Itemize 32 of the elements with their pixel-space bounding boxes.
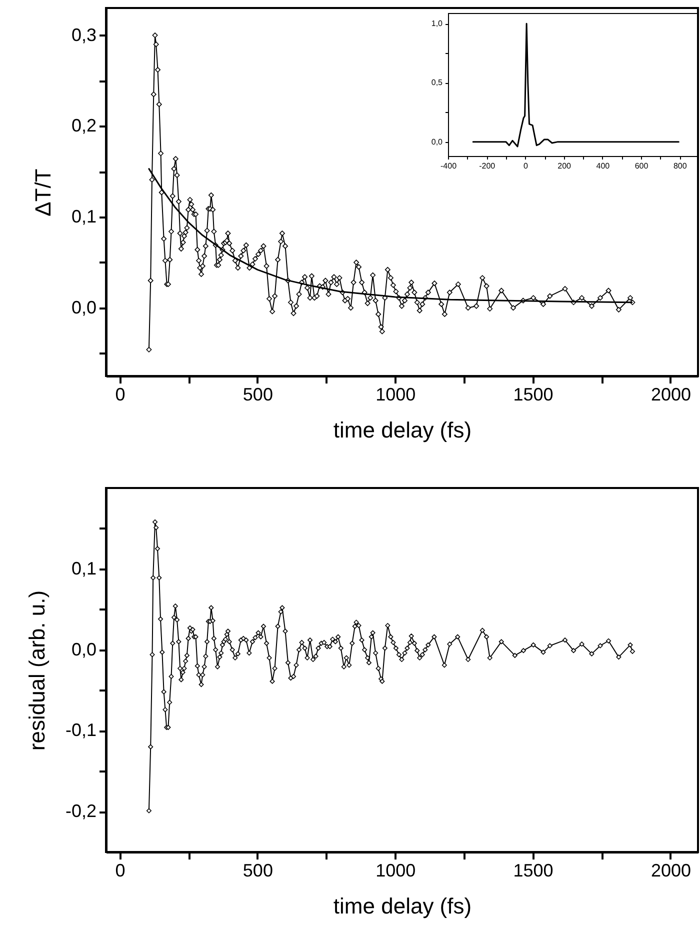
y-tick-label: 0,1 [71, 206, 96, 226]
y-tick-label: -0,1 [65, 720, 96, 740]
x-tick-label: 1000 [376, 860, 416, 880]
x-axis-title: time delay (fs) [333, 418, 472, 443]
x-tick-label: 800 [673, 162, 688, 170]
x-tick-label: -200 [479, 162, 496, 170]
x-tick-label: 500 [242, 384, 273, 404]
y-axis-title: residual (arb. u.) [24, 590, 50, 751]
x-tick-label: 0 [115, 860, 126, 880]
x-tick-label: 2000 [650, 384, 691, 404]
x-tick-label: 400 [596, 162, 610, 170]
y-tick-label: -0,2 [65, 801, 96, 822]
y-axis-title: ΔT/T [30, 168, 56, 216]
y-tick-label: 0,0 [431, 137, 444, 146]
x-tick-label: -400 [440, 162, 458, 170]
x-axis-title: time delay (fs) [333, 894, 472, 919]
x-tick-label: 1500 [513, 384, 554, 404]
y-tick-label: 0,0 [71, 639, 96, 660]
y-tick-label: 0,0 [71, 297, 96, 318]
y-tick-label: 0,5 [431, 78, 444, 88]
x-tick-label: 500 [242, 860, 273, 880]
x-tick-label: 0 [115, 384, 126, 404]
x-tick-label: 1500 [513, 860, 554, 880]
x-tick-label: 1000 [376, 384, 416, 404]
x-tick-label: 2000 [650, 860, 691, 880]
y-tick-label: 0,2 [71, 116, 96, 136]
x-tick-label: 600 [634, 162, 649, 170]
y-tick-label: 0,1 [71, 558, 96, 578]
x-tick-label: 0 [523, 162, 528, 170]
x-tick-label: 200 [558, 162, 572, 170]
y-tick-label: 0,3 [71, 24, 96, 45]
y-tick-label: 1,0 [431, 19, 444, 28]
